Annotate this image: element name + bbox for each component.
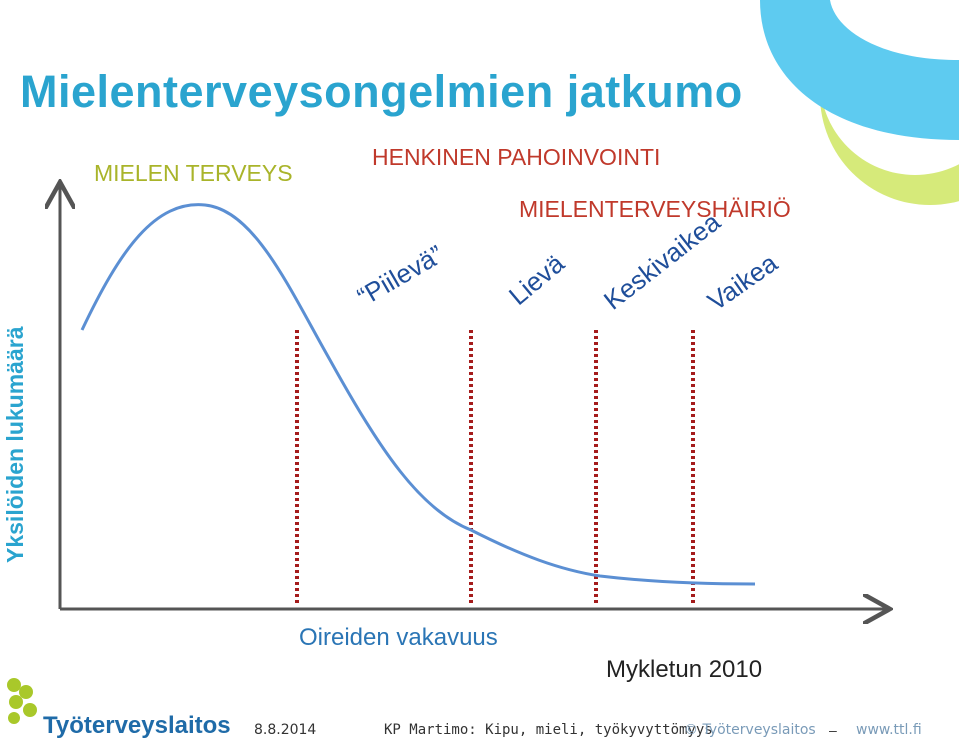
ttl-logo-icon — [7, 678, 37, 724]
footer-info: KP Martimo: Kipu, mieli, työkyvyttömyys — [384, 722, 713, 738]
x-axis-label: Oireiden vakavuus — [299, 624, 498, 651]
y-axis-label: Yksilöiden lukumäärä — [2, 326, 28, 563]
corner-decoration — [760, 0, 959, 205]
footer-org: © Työterveyslaitos — [684, 722, 816, 738]
logo-text: Työterveyslaitos — [43, 712, 231, 739]
page-title: Mielenterveysongelmien jatkumo — [20, 66, 743, 117]
disorder-label: MIELENTERVEYSHÄIRIÖ — [519, 196, 791, 222]
distress-label: HENKINEN PAHOINVOINTI — [372, 144, 661, 170]
mental-health-label: MIELEN TERVEYS — [94, 160, 293, 186]
footer-url-link[interactable]: www.ttl.fi — [856, 722, 922, 738]
footer-date: 8.8.2014 — [254, 722, 317, 738]
blue-swirl — [760, 0, 959, 140]
distribution-curve — [80, 203, 756, 586]
source-citation: Mykletun 2010 — [606, 656, 763, 683]
footer-separator: – — [829, 722, 837, 738]
